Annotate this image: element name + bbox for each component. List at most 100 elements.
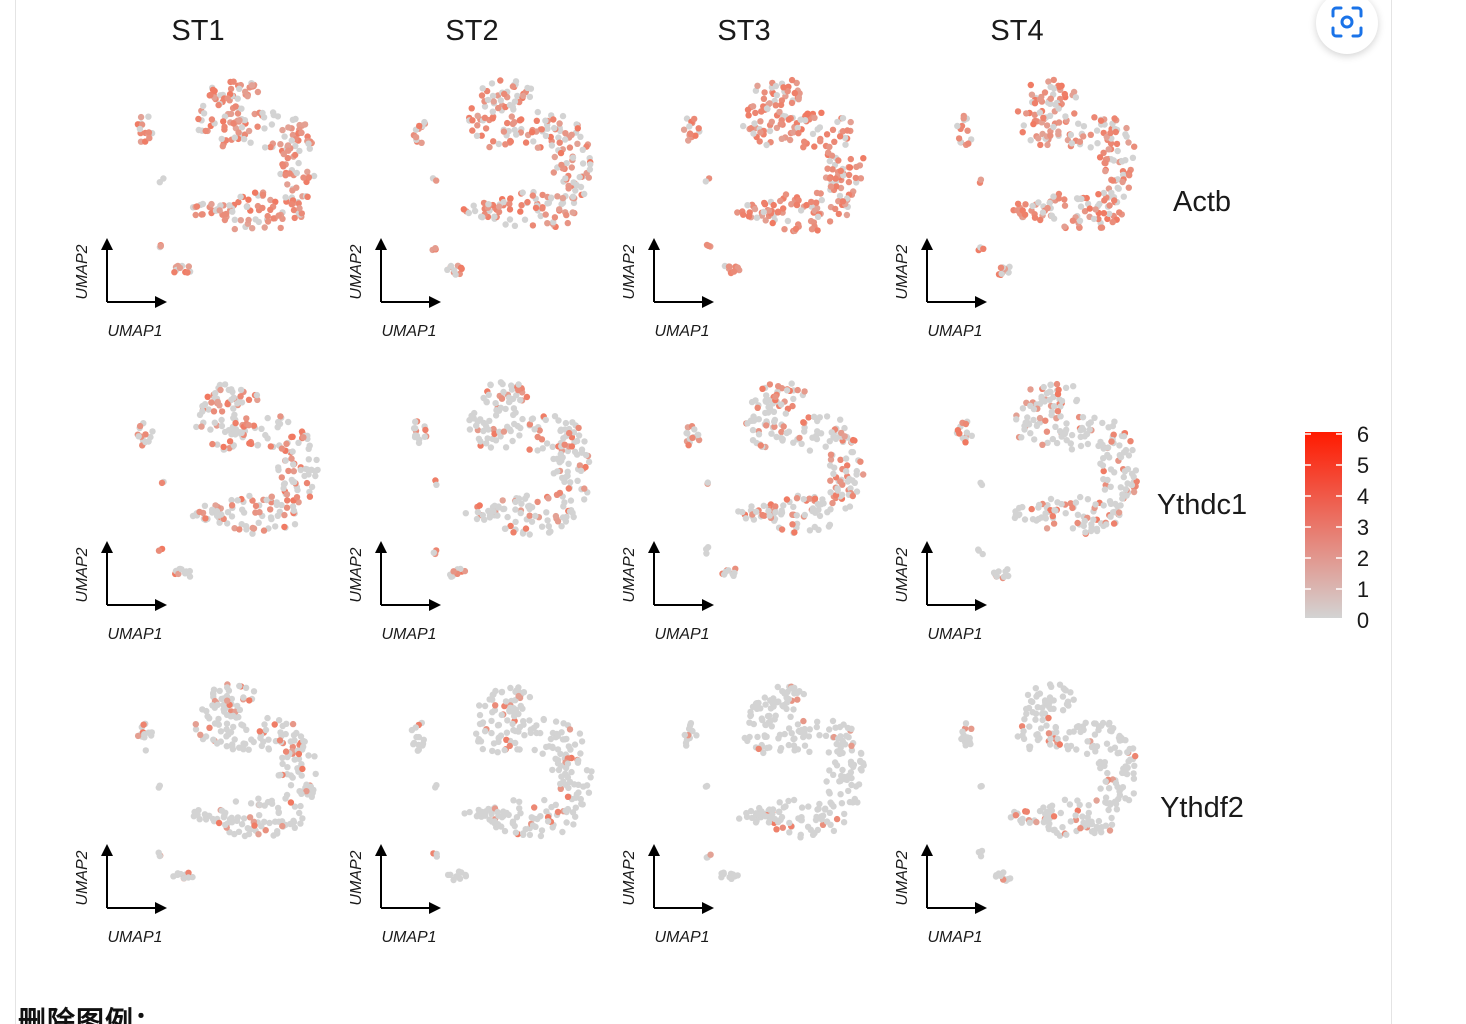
- cell-point: [800, 690, 807, 698]
- cell-point: [827, 456, 835, 463]
- cell-point: [687, 720, 695, 727]
- cell-point: [1053, 439, 1061, 447]
- cell-point: [1036, 414, 1044, 422]
- cell-point: [1097, 224, 1105, 231]
- cell-point: [791, 735, 798, 742]
- cell-point: [503, 729, 511, 736]
- scan-icon: [1331, 6, 1363, 38]
- cell-point: [767, 705, 775, 712]
- cell-point: [314, 466, 321, 474]
- cell-point: [561, 736, 568, 743]
- cell-point: [570, 513, 577, 521]
- cell-point: [583, 782, 591, 789]
- cell-point: [551, 124, 558, 132]
- cell-point: [574, 477, 581, 484]
- cell-point: [295, 159, 302, 167]
- cell-point: [576, 730, 584, 737]
- cell-point: [574, 140, 581, 147]
- cell-point: [512, 506, 519, 513]
- cell-point: [524, 198, 531, 206]
- cell-point: [210, 736, 217, 743]
- cell-point: [1077, 825, 1084, 832]
- cell-point: [1037, 216, 1044, 224]
- cell-point: [306, 488, 313, 496]
- cell-point: [1029, 202, 1036, 210]
- cell-point: [530, 138, 537, 145]
- cell-point: [509, 83, 517, 90]
- cell-point: [559, 454, 566, 461]
- cell-point: [433, 853, 440, 860]
- cell-point: [531, 804, 538, 811]
- cell-point: [228, 817, 235, 824]
- image-search-button[interactable]: [1316, 0, 1378, 54]
- cell-point: [545, 523, 552, 530]
- cell-point: [1120, 433, 1128, 440]
- cell-point: [178, 566, 185, 573]
- cell-point: [793, 512, 800, 519]
- cell-point: [225, 731, 232, 738]
- cell-point: [814, 126, 821, 133]
- cell-point: [216, 687, 223, 695]
- cell-point: [1045, 714, 1052, 722]
- cell-point: [571, 781, 578, 788]
- cell-point: [1096, 154, 1104, 161]
- cell-point: [217, 202, 224, 209]
- cell-point: [1043, 428, 1051, 435]
- cell-point: [215, 721, 222, 728]
- cell-point: [835, 157, 842, 164]
- cell-point: [480, 394, 487, 402]
- cell-point: [1081, 208, 1089, 215]
- cell-point: [1033, 517, 1040, 524]
- cell-point: [777, 744, 785, 752]
- cell-point: [745, 112, 752, 119]
- cell-point: [785, 428, 793, 435]
- cell-point: [450, 568, 457, 575]
- cell-point: [491, 213, 498, 220]
- umap2-arrow: [101, 541, 113, 553]
- cell-point: [300, 174, 307, 181]
- cell-point: [261, 144, 269, 151]
- cell-point: [268, 121, 276, 128]
- cell-point: [704, 479, 711, 486]
- cell-point: [204, 393, 211, 400]
- cell-point: [741, 734, 748, 742]
- cell-point: [839, 766, 846, 774]
- cell-point: [559, 194, 567, 202]
- cell-point: [1114, 147, 1121, 155]
- cell-point: [280, 150, 287, 158]
- cell-point: [236, 526, 243, 533]
- cell-point: [507, 138, 514, 145]
- cell-point: [415, 741, 422, 749]
- cell-point: [219, 143, 226, 150]
- cell-point: [279, 722, 286, 730]
- cell-point: [565, 485, 572, 492]
- cell-point: [806, 495, 813, 502]
- cell-point: [849, 492, 856, 500]
- cell-point: [1035, 135, 1042, 142]
- cell-point: [759, 385, 766, 392]
- cell-point: [811, 114, 818, 122]
- cell-point: [1123, 133, 1130, 140]
- cell-point: [1037, 725, 1045, 732]
- cell-point: [292, 142, 299, 150]
- cell-point: [789, 521, 796, 528]
- cell-point: [1018, 434, 1025, 441]
- cell-point: [465, 209, 472, 217]
- cell-point: [293, 729, 300, 737]
- cell-point: [255, 519, 262, 526]
- cell-point: [1050, 705, 1057, 712]
- cell-point: [1022, 201, 1029, 208]
- cell-point: [786, 819, 793, 827]
- cell-point: [1095, 191, 1102, 198]
- cell-point: [285, 467, 292, 475]
- cell-point: [555, 417, 562, 424]
- cell-point: [689, 727, 696, 735]
- cell-point: [791, 529, 798, 536]
- cell-point: [1019, 405, 1027, 412]
- cell-point: [285, 418, 292, 426]
- cell-point: [1122, 795, 1129, 802]
- cell-point: [762, 701, 769, 708]
- cell-point: [301, 121, 309, 128]
- cell-point: [556, 139, 563, 146]
- cell-point: [1112, 128, 1120, 136]
